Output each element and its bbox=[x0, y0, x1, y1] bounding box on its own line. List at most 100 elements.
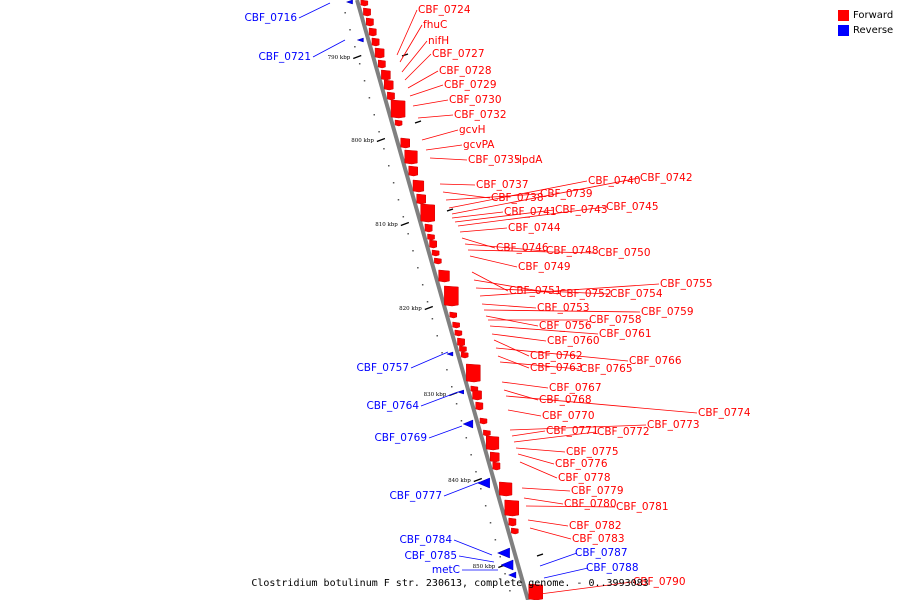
backbone-line bbox=[355, 0, 530, 600]
reverse-leader-line bbox=[443, 481, 481, 497]
forward-leader-line bbox=[451, 177, 640, 215]
reverse-gene-label: metC bbox=[432, 564, 460, 576]
forward-leader-line bbox=[493, 339, 530, 357]
forward-leader-line bbox=[491, 333, 547, 342]
forward-gene-block bbox=[363, 7, 371, 17]
forward-gene-block bbox=[374, 47, 385, 59]
forward-leader-line bbox=[451, 211, 504, 219]
forward-gene-block bbox=[504, 499, 520, 517]
reverse-gene-block bbox=[456, 389, 464, 395]
forward-gene-label: CBF_0790 bbox=[633, 576, 686, 588]
forward-gene-label: CBF_0773 bbox=[647, 419, 700, 431]
forward-gene-block bbox=[438, 269, 450, 283]
forward-leader-line bbox=[442, 191, 491, 199]
minor-tick bbox=[344, 12, 346, 14]
minor-tick bbox=[426, 301, 429, 303]
forward-leader-line bbox=[469, 255, 518, 268]
forward-leader-line bbox=[445, 193, 540, 201]
forward-gene-block bbox=[404, 149, 418, 165]
forward-gene-block bbox=[366, 17, 374, 27]
forward-gene-block bbox=[368, 27, 377, 37]
minor-tick bbox=[383, 148, 385, 150]
major-tick bbox=[353, 54, 362, 60]
forward-gene-label: CBF_0744 bbox=[508, 222, 561, 234]
forward-swatch bbox=[838, 10, 849, 21]
forward-leader-line bbox=[439, 183, 476, 186]
legend: Forward Reverse bbox=[838, 8, 893, 38]
forward-gene-block bbox=[486, 435, 500, 451]
minor-tick bbox=[451, 386, 453, 388]
forward-gene-label: CBF_0756 bbox=[539, 320, 592, 332]
forward-gene-block bbox=[381, 69, 391, 81]
forward-gene-label: CBF_0746 bbox=[496, 242, 549, 254]
reverse-gene-label: CBF_0777 bbox=[389, 490, 442, 502]
forward-gene-label: CBF_0759 bbox=[641, 306, 694, 318]
forward-gene-label: gcvPA bbox=[463, 139, 495, 151]
forward-gene-label: CBF_0738 bbox=[491, 192, 544, 204]
forward-gene-label: gcvH bbox=[459, 124, 486, 136]
forward-leader-line bbox=[471, 271, 509, 292]
reverse-leader-line bbox=[458, 555, 495, 563]
forward-gene-label: CBF_0767 bbox=[549, 382, 602, 394]
forward-leader-line bbox=[421, 129, 459, 141]
major-tick bbox=[400, 221, 410, 227]
forward-gene-label: CBF_0765 bbox=[580, 363, 633, 375]
forward-gene-block bbox=[444, 285, 459, 307]
minor-tick bbox=[358, 63, 361, 65]
forward-leader-line bbox=[479, 283, 660, 297]
forward-gene-block bbox=[466, 363, 481, 383]
tick-label: 790 kbp bbox=[328, 55, 351, 61]
forward-gene-label: CBF_0770 bbox=[542, 410, 595, 422]
minor-tick bbox=[470, 454, 472, 456]
tick-label: 850 kbp bbox=[473, 564, 496, 570]
reverse-gene-block bbox=[508, 571, 517, 579]
forward-gene-label: CBF_0781 bbox=[616, 501, 669, 513]
legend-label-forward: Forward bbox=[853, 10, 894, 21]
forward-gene-block bbox=[400, 137, 411, 149]
forward-gene-block bbox=[479, 417, 488, 425]
right-tick bbox=[414, 120, 422, 124]
forward-gene-block bbox=[431, 249, 440, 257]
major-tick bbox=[473, 477, 483, 483]
forward-gene-label: CBF_0774 bbox=[698, 407, 751, 419]
reverse-leader-line bbox=[410, 351, 449, 369]
forward-gene-label: CBF_0758 bbox=[589, 314, 642, 326]
minor-tick bbox=[392, 182, 395, 184]
reverse-leader-line bbox=[428, 425, 463, 439]
reverse-leader-line bbox=[298, 2, 331, 19]
forward-gene-block bbox=[360, 0, 369, 7]
forward-leader-line bbox=[407, 70, 439, 89]
minor-tick bbox=[363, 80, 366, 82]
forward-leader-line bbox=[457, 206, 606, 227]
forward-leader-line bbox=[521, 487, 571, 492]
reverse-gene-label: CBF_0785 bbox=[404, 550, 457, 562]
forward-leader-line bbox=[401, 40, 428, 73]
forward-gene-block bbox=[424, 223, 433, 233]
forward-gene-label: CBF_0727 bbox=[432, 48, 485, 60]
reverse-gene-label: CBF_0716 bbox=[244, 12, 297, 24]
forward-leader-line bbox=[501, 381, 549, 389]
minor-tick bbox=[349, 29, 351, 31]
forward-leader-line bbox=[515, 447, 566, 453]
forward-gene-label: CBF_0775 bbox=[566, 446, 619, 458]
forward-gene-block bbox=[408, 165, 418, 177]
forward-leader-line bbox=[489, 325, 599, 335]
forward-gene-block bbox=[412, 179, 425, 193]
forward-leader-line bbox=[539, 581, 633, 595]
reverse-gene-block bbox=[477, 477, 490, 489]
minor-tick bbox=[475, 471, 477, 473]
forward-leader-line bbox=[519, 461, 558, 479]
minor-tick bbox=[373, 114, 375, 116]
forward-gene-block bbox=[475, 401, 484, 411]
forward-gene-label: CBF_0752 bbox=[559, 288, 612, 300]
minor-tick bbox=[509, 590, 511, 592]
forward-gene-label: CBF_0779 bbox=[571, 485, 624, 497]
forward-gene-block bbox=[489, 451, 500, 463]
forward-gene-block bbox=[472, 389, 482, 401]
minor-tick bbox=[407, 233, 409, 235]
forward-leader-line bbox=[495, 347, 629, 362]
right-tick bbox=[446, 208, 454, 212]
reverse-gene-block bbox=[462, 419, 474, 429]
